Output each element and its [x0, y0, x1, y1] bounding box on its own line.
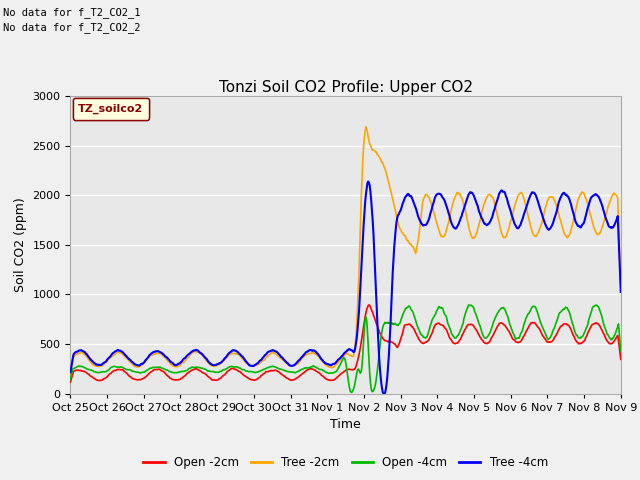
Text: No data for f_T2_CO2_1: No data for f_T2_CO2_1 — [3, 7, 141, 18]
Y-axis label: Soil CO2 (ppm): Soil CO2 (ppm) — [14, 197, 27, 292]
Legend: TZ_soilco2: TZ_soilco2 — [72, 98, 149, 120]
X-axis label: Time: Time — [330, 418, 361, 431]
Text: No data for f_T2_CO2_2: No data for f_T2_CO2_2 — [3, 22, 141, 33]
Title: Tonzi Soil CO2 Profile: Upper CO2: Tonzi Soil CO2 Profile: Upper CO2 — [219, 80, 472, 95]
Legend: Open -2cm, Tree -2cm, Open -4cm, Tree -4cm: Open -2cm, Tree -2cm, Open -4cm, Tree -4… — [138, 452, 553, 474]
